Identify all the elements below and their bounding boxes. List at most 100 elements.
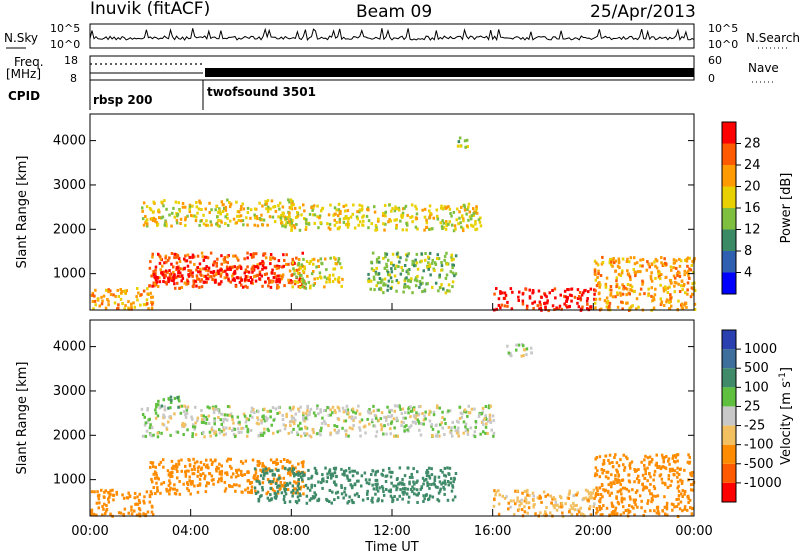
data-cell (214, 407, 217, 411)
data-cell (117, 511, 121, 515)
data-cell (175, 430, 178, 434)
data-cell (258, 461, 261, 465)
data-cell (264, 465, 267, 469)
data-cell (295, 470, 299, 474)
data-cell (415, 252, 419, 256)
data-cell (175, 218, 179, 222)
data-cell (297, 462, 300, 466)
data-cell (691, 292, 694, 296)
data-cell (212, 263, 215, 267)
data-cell (544, 510, 547, 514)
data-cell (215, 271, 218, 275)
data-cell (258, 277, 261, 281)
data-cell (520, 498, 523, 502)
data-cell (610, 263, 613, 267)
data-cell (133, 496, 136, 500)
data-cell (383, 415, 386, 419)
data-cell (274, 492, 278, 496)
data-cell (445, 251, 448, 255)
data-cell (246, 206, 250, 210)
data-cell (142, 201, 146, 205)
data-cell (251, 278, 254, 282)
data-cell (199, 279, 202, 283)
data-cell (176, 274, 180, 278)
data-cell (249, 253, 253, 257)
data-cell (215, 467, 218, 471)
data-cell (276, 468, 279, 472)
data-cell (439, 206, 443, 210)
data-cell (668, 469, 672, 473)
data-cell (423, 288, 427, 292)
data-cell (284, 487, 288, 491)
data-cell (257, 422, 260, 426)
data-cell (641, 264, 644, 268)
data-cell (203, 477, 206, 481)
data-cell (637, 305, 640, 309)
data-cell (246, 486, 250, 490)
data-cell (428, 486, 431, 490)
data-cell (169, 433, 172, 437)
data-cell (246, 470, 249, 474)
data-cell (654, 494, 657, 498)
data-cell (176, 470, 179, 473)
data-cell (563, 302, 566, 306)
data-cell (628, 273, 631, 277)
data-cell (406, 466, 409, 470)
data-cell (270, 271, 274, 275)
data-cell (284, 225, 287, 229)
data-cell (401, 207, 405, 211)
data-cell (280, 277, 284, 281)
data-cell (179, 271, 182, 275)
data-cell (217, 210, 220, 214)
data-cell (526, 304, 529, 308)
data-cell (652, 298, 656, 302)
data-cell (409, 415, 412, 419)
data-cell (396, 255, 400, 259)
data-cell (587, 499, 590, 503)
data-cell (461, 412, 464, 416)
data-cell (504, 293, 508, 297)
data-cell (208, 201, 211, 205)
data-cell (296, 280, 300, 284)
data-cell (480, 412, 484, 416)
data-cell (430, 467, 433, 471)
data-cell (561, 511, 564, 515)
data-cell (458, 216, 461, 220)
data-cell (405, 258, 408, 262)
data-cell (620, 492, 623, 496)
data-cell (249, 428, 253, 432)
data-cell (309, 259, 312, 263)
data-cell (358, 426, 361, 430)
data-cell (179, 267, 182, 271)
data-cell (355, 409, 359, 413)
data-cell (586, 489, 589, 493)
data-cell (414, 225, 418, 229)
data-cell (151, 295, 154, 299)
data-cell (594, 297, 598, 301)
data-cell (456, 429, 460, 433)
data-cell (351, 407, 355, 411)
velocity-colorbar-label: Velocity [m s-1] (778, 367, 794, 465)
data-cell (350, 484, 353, 488)
data-cell (614, 478, 618, 482)
data-cell (283, 215, 286, 219)
data-cell (633, 468, 636, 471)
data-cell (452, 229, 456, 233)
data-cell (336, 496, 340, 500)
data-cell (209, 251, 213, 255)
data-cell (392, 263, 395, 267)
data-cell (660, 453, 664, 457)
data-cell (402, 492, 405, 496)
data-cell (466, 414, 469, 418)
data-cell (348, 478, 352, 482)
data-cell (687, 269, 690, 273)
data-cell (133, 305, 137, 309)
data-cell (214, 405, 218, 409)
data-cell (677, 299, 680, 303)
data-cell (135, 295, 138, 299)
data-cell (648, 460, 651, 464)
data-cell (599, 493, 603, 496)
colorbar-swatch (722, 208, 736, 230)
data-cell (170, 398, 173, 402)
